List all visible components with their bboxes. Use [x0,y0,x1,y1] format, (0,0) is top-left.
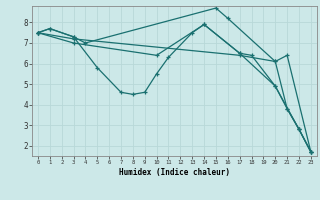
X-axis label: Humidex (Indice chaleur): Humidex (Indice chaleur) [119,168,230,177]
